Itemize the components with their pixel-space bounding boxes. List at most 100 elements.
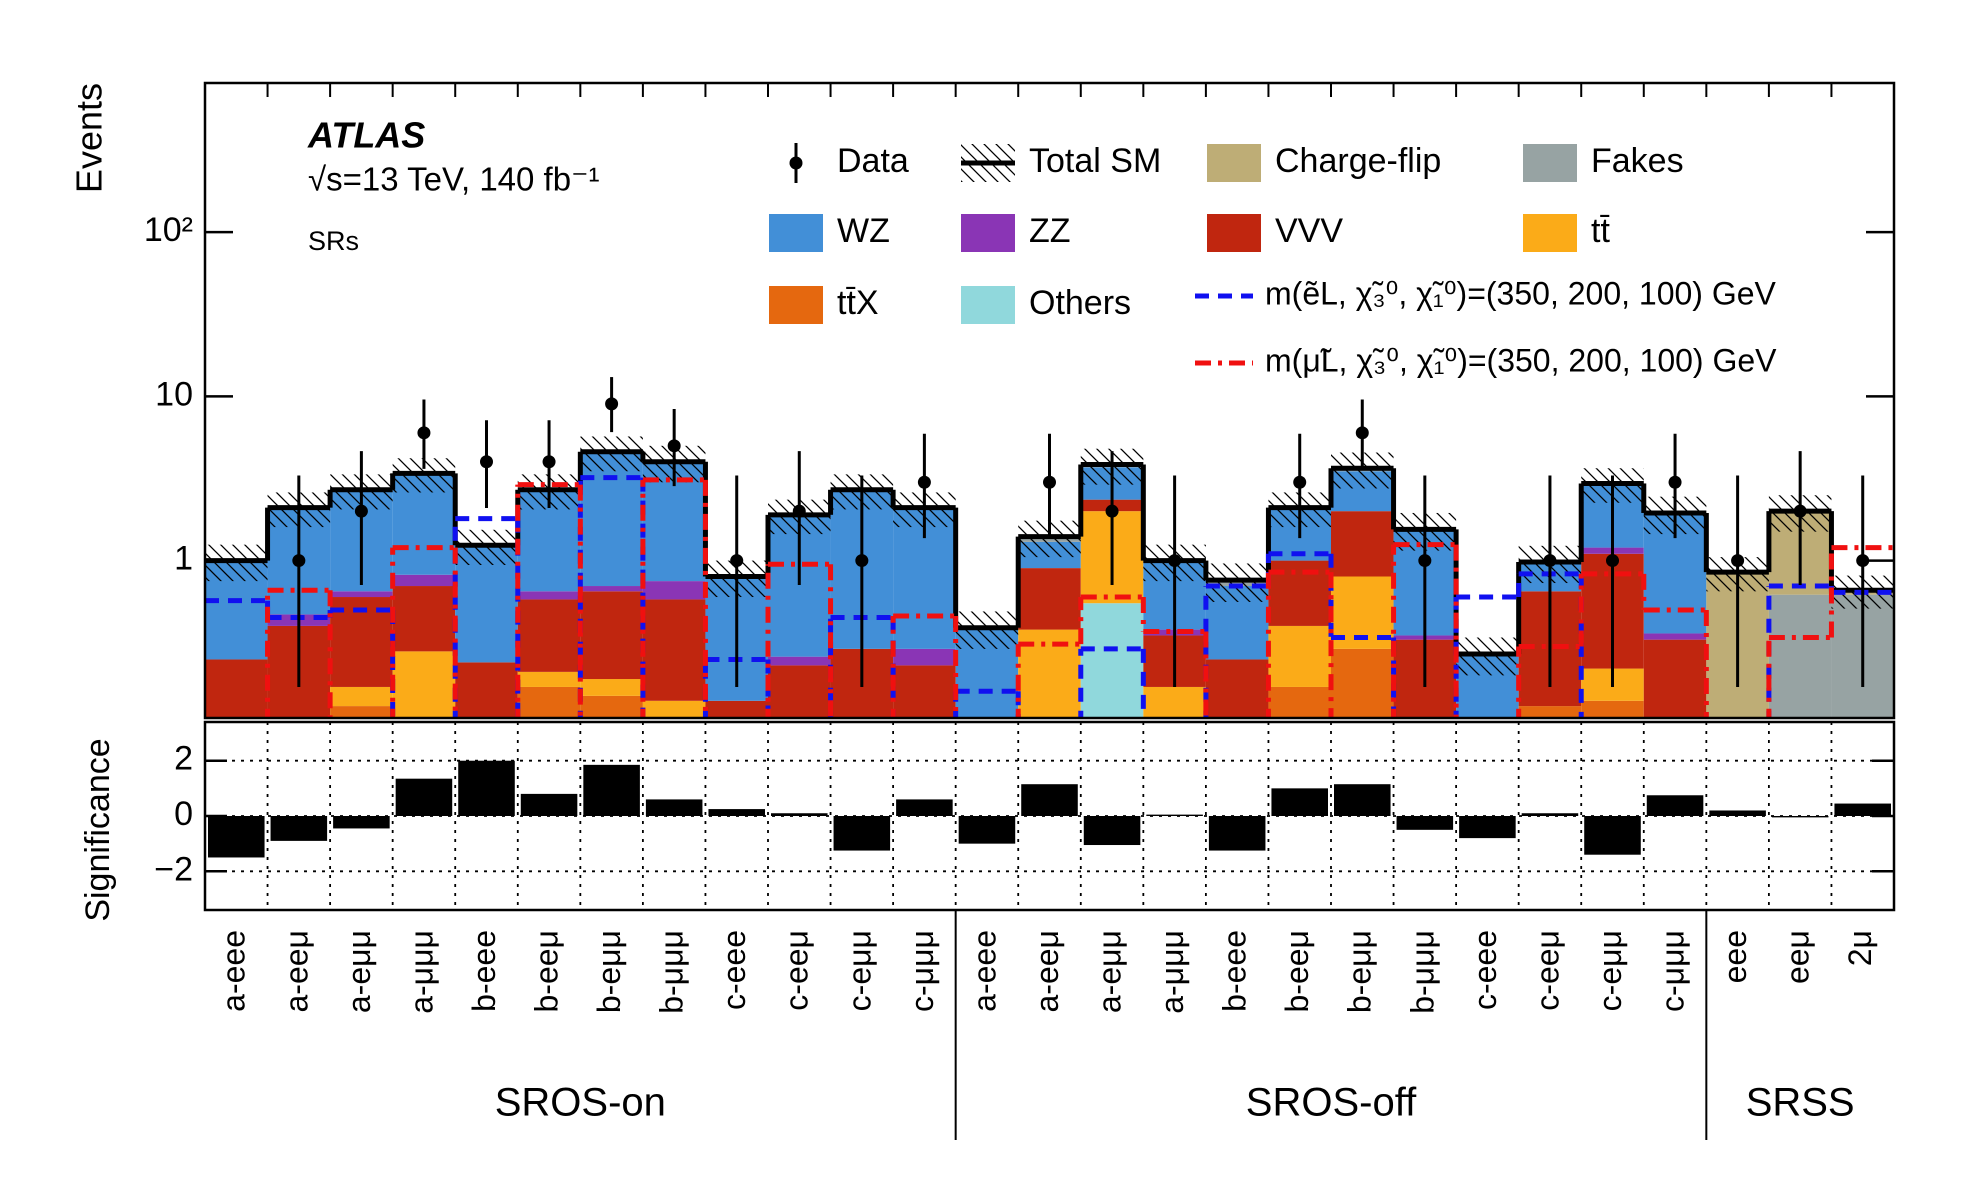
significance-bar: [208, 816, 265, 858]
significance-bar: [1021, 784, 1078, 816]
stack-segment: [580, 679, 643, 696]
significance-bar: [1459, 816, 1516, 839]
significance-bar: [1396, 816, 1454, 830]
stack-segment: [705, 700, 768, 718]
y-tick-label: 0: [174, 795, 193, 833]
data-point: [1168, 554, 1182, 568]
x-tick-label: b-eee: [466, 930, 502, 1012]
x-tick-label: 2μ: [1842, 930, 1878, 966]
significance-bar: [771, 813, 828, 816]
legend-label: WZ: [837, 212, 890, 250]
legend-swatch: [961, 286, 1015, 324]
legend-swatch: [961, 214, 1015, 252]
data-point: [792, 504, 806, 518]
x-tick-label: c-eeμ: [779, 930, 815, 1011]
significance-bar: [896, 799, 953, 816]
x-tick-label: c-μμμ: [1655, 930, 1691, 1012]
x-tick-label: c-μμμ: [904, 930, 940, 1012]
data-point: [354, 504, 368, 518]
stack-segment: [1581, 700, 1644, 718]
frame: [203, 81, 1896, 720]
stack-segment: [642, 581, 706, 600]
significance-bar: [1646, 795, 1704, 816]
data-point: [1418, 554, 1432, 568]
data-point: [855, 554, 869, 568]
significance-bar: [1083, 816, 1141, 846]
x-tick-label: b-μμμ: [1404, 930, 1440, 1014]
data-point: [1856, 554, 1870, 568]
x-tick-label: c-eee: [716, 930, 752, 1010]
legend-swatch: [1207, 144, 1261, 182]
stack-segment: [642, 599, 706, 701]
significance-bar: [833, 816, 891, 851]
legend-label: tt̄: [1591, 212, 1610, 250]
significance-bar: [1834, 803, 1891, 816]
significance-bar: [1271, 788, 1328, 816]
x-tick-label: b-eee: [1217, 930, 1253, 1012]
stack-segment: [392, 574, 456, 587]
significance-bar: [1709, 810, 1766, 816]
stack-segment: [1331, 511, 1394, 577]
legend-data-point: [789, 156, 803, 170]
x-tick-label: a-eμμ: [1092, 930, 1128, 1013]
x-tick-label: b-μμμ: [654, 930, 690, 1014]
legend-label: Total SM: [1029, 142, 1161, 180]
significance-bar: [708, 809, 765, 816]
x-tick-label: b-eμμ: [1342, 930, 1378, 1013]
energy-label: √s=13 TeV, 140 fb⁻¹: [308, 161, 600, 198]
legend-label: Others: [1029, 284, 1131, 322]
x-tick-label: eeμ: [1780, 930, 1816, 984]
y-tick-label: 10²: [144, 211, 193, 249]
data-point: [1293, 475, 1307, 489]
significance-bar: [1334, 784, 1391, 816]
stack-segment: [1018, 568, 1081, 630]
stack-segment: [330, 686, 393, 707]
x-tick-label: c-eμμ: [841, 930, 877, 1011]
y-tick-label: 2: [174, 740, 193, 778]
legend-label: Fakes: [1591, 142, 1684, 180]
stack-segment: [1768, 594, 1832, 718]
data-point: [480, 455, 493, 469]
stack-segment: [893, 648, 956, 666]
stack-segment: [392, 651, 456, 718]
significance-bar: [1208, 816, 1266, 851]
x-tick-label: a-eee: [966, 930, 1002, 1012]
significance-bar: [1146, 814, 1203, 816]
group-label: SRSS: [1746, 1081, 1855, 1125]
significance-bar: [958, 816, 1016, 844]
legend-swatch: [1523, 214, 1577, 252]
stack-segment: [392, 586, 456, 652]
stack-segment: [1080, 603, 1144, 718]
stack-segment: [642, 700, 706, 718]
legend-label: tt̄X: [837, 284, 879, 322]
stack-segment: [1643, 639, 1707, 718]
x-tick-label: a-eee: [216, 930, 252, 1012]
significance-bar: [458, 760, 515, 816]
stack-segment: [205, 659, 268, 718]
legend-swatch: [1523, 144, 1577, 182]
y-axis-label: Events: [69, 83, 110, 193]
y-axis-label: Significance: [79, 738, 117, 921]
significance-bar: [1771, 816, 1829, 818]
x-tick-label: a-eeμ: [278, 930, 314, 1012]
data-point: [1606, 554, 1619, 568]
group-label: SROS-on: [495, 1081, 666, 1125]
stack-segment: [893, 665, 956, 718]
stack-segment: [768, 656, 831, 666]
x-tick-label: c-eμμ: [1592, 930, 1628, 1011]
stack-segment: [768, 665, 831, 718]
region-label: SRs: [308, 226, 359, 256]
data-point: [730, 554, 744, 568]
data-point: [1793, 504, 1807, 518]
sm-uncertainty: [1205, 563, 1269, 602]
significance-bar: [1584, 816, 1641, 855]
stack-segment: [580, 591, 643, 680]
stack-segment: [517, 671, 581, 687]
plot-area: [205, 377, 1894, 718]
stack-segment: [580, 695, 643, 718]
stack-segment: [517, 686, 581, 718]
stack-segment: [330, 706, 393, 718]
legend-swatch: [769, 214, 823, 252]
stack-segment: [517, 599, 581, 672]
